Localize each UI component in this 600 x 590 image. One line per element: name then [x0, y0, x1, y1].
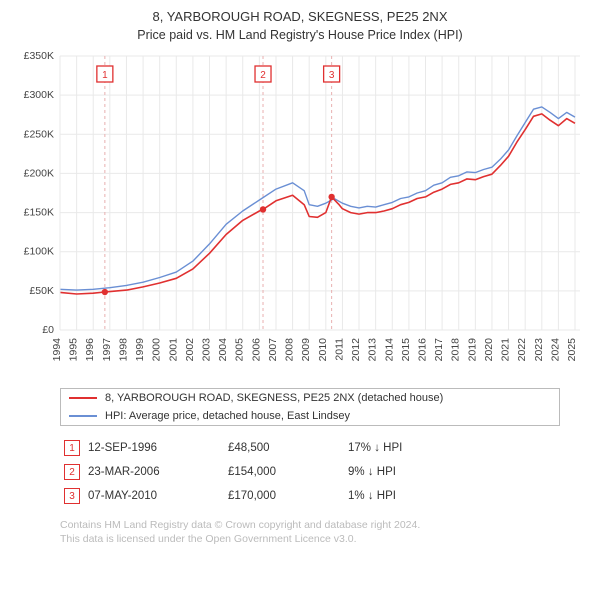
svg-text:2001: 2001 [167, 338, 179, 362]
svg-text:2016: 2016 [416, 338, 428, 362]
footer-line-2: This data is licensed under the Open Gov… [60, 532, 560, 546]
svg-text:1999: 1999 [134, 338, 146, 362]
svg-text:2024: 2024 [549, 338, 561, 362]
svg-text:1998: 1998 [117, 338, 129, 362]
svg-text:£300K: £300K [24, 89, 54, 101]
sale-price: £48,500 [228, 442, 348, 454]
svg-text:£100K: £100K [24, 246, 54, 258]
svg-text:£50K: £50K [29, 285, 54, 297]
sale-date: 23-MAR-2006 [88, 466, 228, 478]
sale-marker-icon: 3 [64, 488, 80, 504]
svg-text:2012: 2012 [350, 338, 362, 362]
svg-text:2018: 2018 [450, 338, 462, 362]
sale-price: £170,000 [228, 490, 348, 502]
legend-label: HPI: Average price, detached house, East… [105, 410, 350, 422]
svg-text:£0: £0 [42, 324, 54, 336]
chart: £0 £50K £100K £150K £200K £250K £300K £350K 1994… [12, 50, 588, 380]
svg-text:2025: 2025 [566, 338, 578, 362]
sale-date: 12-SEP-1996 [88, 442, 228, 454]
svg-text:2002: 2002 [184, 338, 196, 362]
sale-row: 3 07-MAY-2010£170,0001% ↓ HPI [60, 484, 560, 508]
sale-row: 1 12-SEP-1996£48,50017% ↓ HPI [60, 436, 560, 460]
svg-text:2005: 2005 [234, 338, 246, 362]
svg-text:1995: 1995 [68, 338, 80, 362]
legend-row: HPI: Average price, detached house, East… [61, 407, 559, 425]
svg-text:2014: 2014 [383, 338, 395, 362]
svg-text:1996: 1996 [84, 338, 96, 362]
legend-label: 8, YARBOROUGH ROAD, SKEGNESS, PE25 2NX (… [105, 392, 443, 404]
svg-text:3: 3 [329, 70, 335, 81]
svg-text:2017: 2017 [433, 338, 445, 362]
footer: Contains HM Land Registry data © Crown c… [60, 518, 560, 546]
sale-price: £154,000 [228, 466, 348, 478]
page-title: 8, YARBOROUGH ROAD, SKEGNESS, PE25 2NX [12, 8, 588, 26]
svg-text:2021: 2021 [500, 338, 512, 362]
sale-delta: 17% ↓ HPI [348, 442, 488, 454]
svg-text:2004: 2004 [217, 338, 229, 362]
svg-text:1994: 1994 [51, 338, 63, 362]
svg-text:2023: 2023 [533, 338, 545, 362]
sale-marker-icon: 2 [64, 464, 80, 480]
legend: 8, YARBOROUGH ROAD, SKEGNESS, PE25 2NX (… [60, 388, 560, 426]
svg-text:2008: 2008 [284, 338, 296, 362]
svg-text:2019: 2019 [466, 338, 478, 362]
svg-text:£150K: £150K [24, 207, 54, 219]
svg-text:2: 2 [260, 70, 266, 81]
svg-text:1997: 1997 [101, 338, 113, 362]
svg-text:2006: 2006 [250, 338, 262, 362]
page-subtitle: Price paid vs. HM Land Registry's House … [12, 28, 588, 42]
svg-text:2011: 2011 [333, 338, 345, 361]
sale-delta: 9% ↓ HPI [348, 466, 488, 478]
chart-svg: £0 £50K £100K £150K £200K £250K £300K £350K 1994… [12, 50, 588, 380]
svg-text:£350K: £350K [24, 50, 54, 62]
sale-marker-icon: 1 [64, 440, 80, 456]
svg-text:2020: 2020 [483, 338, 495, 362]
legend-swatch [69, 415, 97, 417]
svg-text:1: 1 [102, 70, 108, 81]
footer-line-1: Contains HM Land Registry data © Crown c… [60, 518, 560, 532]
legend-row: 8, YARBOROUGH ROAD, SKEGNESS, PE25 2NX (… [61, 389, 559, 407]
sales-table: 1 12-SEP-1996£48,50017% ↓ HPI 2 23-MAR-2006… [60, 436, 560, 508]
sale-delta: 1% ↓ HPI [348, 490, 488, 502]
svg-text:£200K: £200K [24, 168, 54, 180]
chart-container: 8, YARBOROUGH ROAD, SKEGNESS, PE25 2NX P… [0, 0, 600, 555]
svg-text:2007: 2007 [267, 338, 279, 362]
sale-date: 07-MAY-2010 [88, 490, 228, 502]
svg-text:2003: 2003 [201, 338, 213, 362]
svg-text:£250K: £250K [24, 128, 54, 140]
sale-row: 2 23-MAR-2006£154,0009% ↓ HPI [60, 460, 560, 484]
svg-text:2013: 2013 [367, 338, 379, 362]
legend-swatch [69, 397, 97, 399]
svg-text:2015: 2015 [400, 338, 412, 362]
svg-text:2009: 2009 [300, 338, 312, 362]
svg-text:2010: 2010 [317, 338, 329, 362]
svg-text:2000: 2000 [151, 338, 163, 362]
svg-text:2022: 2022 [516, 338, 528, 362]
